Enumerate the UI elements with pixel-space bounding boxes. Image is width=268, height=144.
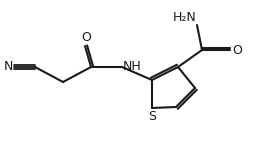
Text: S: S: [148, 110, 156, 123]
Text: O: O: [81, 31, 91, 44]
Text: N: N: [4, 60, 13, 73]
Text: H₂N: H₂N: [172, 11, 196, 24]
Text: O: O: [232, 43, 242, 56]
Text: NH: NH: [123, 59, 142, 72]
